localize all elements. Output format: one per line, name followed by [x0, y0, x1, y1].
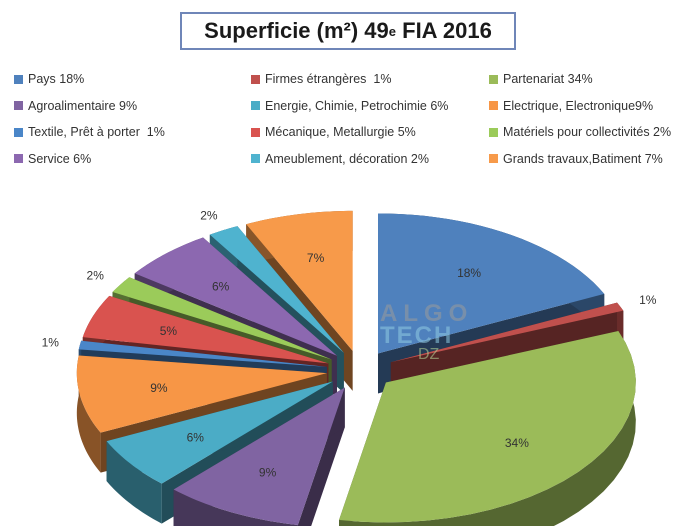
legend-row: Agroalimentaire 9% Energie, Chimie, Petr… [14, 93, 693, 120]
data-label: 1% [42, 335, 60, 349]
chart-title: Superficie (m²) 49 e FIA 2016 [180, 12, 516, 50]
chart-legend: Pays 18% Firmes étrangères 1% Partenaria… [14, 66, 693, 172]
legend-item-service: Service 6% [14, 152, 251, 166]
data-label: 7% [307, 251, 325, 265]
legend-label: Matériels pour collectivités 2% [503, 125, 672, 140]
legend-swatch [489, 101, 498, 111]
chart-title-sup: e [388, 23, 397, 39]
legend-label: Service 6% [28, 151, 92, 166]
legend-swatch [14, 101, 23, 111]
pie-labels: 7% 2% 18% 6% 2% 1% 5% 1% 9% 6% 34% 9% [42, 208, 657, 479]
data-label: 2% [200, 208, 218, 222]
legend-label: Mécanique, Metallurgie 5% [265, 125, 416, 140]
data-label: 6% [212, 279, 230, 293]
data-label: 2% [87, 268, 105, 282]
legend-row: Pays 18% Firmes étrangères 1% Partenaria… [14, 66, 693, 93]
legend-label: Firmes étrangères 1% [265, 72, 392, 87]
legend-item-ameublement: Ameublement, décoration 2% [251, 152, 489, 166]
legend-item-agroalimentaire: Agroalimentaire 9% [14, 99, 251, 113]
legend-row: Textile, Prêt à porter 1% Mécanique, Met… [14, 119, 693, 146]
pie-slices [76, 210, 636, 526]
legend-row: Service 6% Ameublement, décoration 2% Gr… [14, 146, 693, 173]
legend-item-grands-travaux: Grands travaux,Batiment 7% [489, 152, 689, 166]
legend-label: Ameublement, décoration 2% [265, 151, 429, 166]
legend-item-energie: Energie, Chimie, Petrochimie 6% [251, 99, 489, 113]
legend-label: Energie, Chimie, Petrochimie 6% [265, 98, 449, 113]
legend-item-textile: Textile, Prêt à porter 1% [14, 125, 251, 139]
chart-title-main: Superficie (m²) 49 [204, 18, 389, 43]
legend-item-electrique: Electrique, Electronique9% [489, 99, 689, 113]
legend-swatch [251, 127, 260, 137]
legend-label: Textile, Prêt à porter 1% [28, 125, 165, 140]
pie-slice [173, 387, 345, 526]
data-label: 34% [505, 436, 529, 450]
legend-item-partenariat: Partenariat 34% [489, 72, 689, 86]
legend-label: Agroalimentaire 9% [28, 98, 138, 113]
legend-item-firmes-etrangeres: Firmes étrangères 1% [251, 72, 489, 86]
legend-label: Electrique, Electronique9% [503, 98, 654, 113]
data-label: 9% [259, 465, 277, 479]
legend-swatch [14, 74, 23, 84]
pie-slice [339, 330, 636, 526]
legend-swatch [251, 154, 260, 164]
legend-item-mecanique: Mécanique, Metallurgie 5% [251, 125, 489, 139]
legend-swatch [14, 127, 23, 137]
data-label: 9% [150, 381, 168, 395]
chart-title-tail: FIA 2016 [396, 18, 492, 43]
data-label: 18% [457, 266, 481, 280]
legend-label: Partenariat 34% [503, 72, 593, 87]
data-label: 5% [160, 324, 178, 338]
legend-swatch [251, 74, 260, 84]
legend-item-pays: Pays 18% [14, 72, 251, 86]
legend-label: Pays 18% [28, 72, 85, 87]
data-label: 1% [639, 293, 657, 307]
legend-swatch [489, 127, 498, 137]
legend-swatch [251, 101, 260, 111]
legend-swatch [14, 154, 23, 164]
legend-item-materiels: Matériels pour collectivités 2% [489, 125, 689, 139]
legend-swatch [489, 154, 498, 164]
data-label: 6% [187, 430, 205, 444]
legend-swatch [489, 74, 498, 84]
legend-label: Grands travaux,Batiment 7% [503, 151, 663, 166]
